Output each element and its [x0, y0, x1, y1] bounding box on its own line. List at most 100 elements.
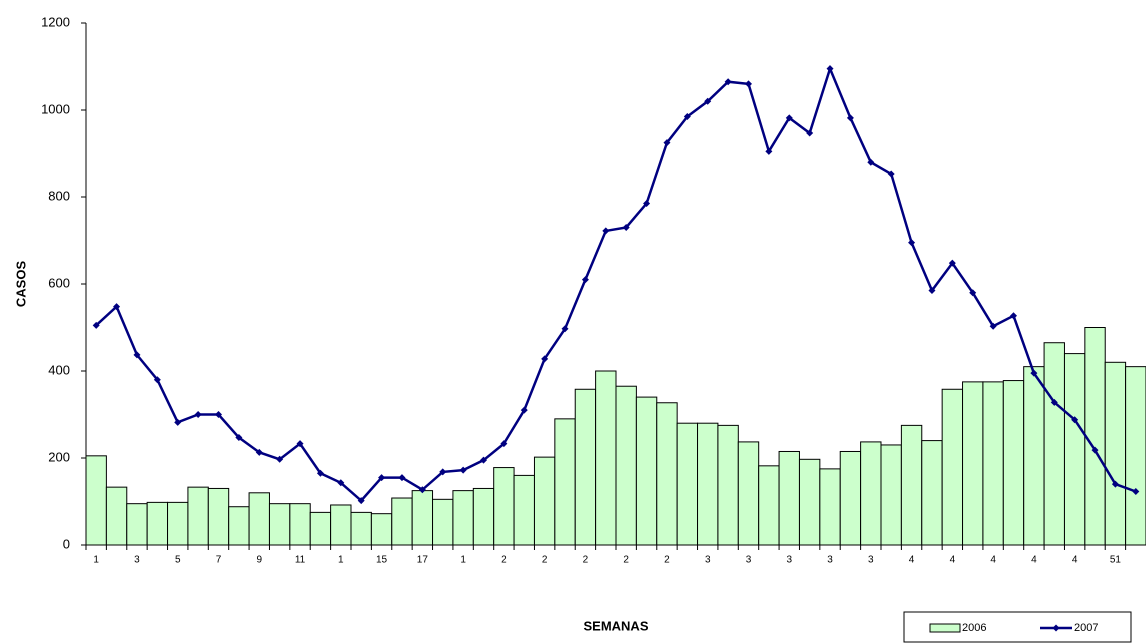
point-marker	[908, 239, 916, 247]
point-marker	[948, 259, 956, 267]
line	[95, 65, 1137, 503]
bar	[1063, 353, 1086, 546]
point-marker	[989, 322, 997, 330]
bar	[105, 486, 128, 546]
bar	[309, 511, 332, 546]
x-tick-label: 17	[417, 555, 429, 566]
bar	[289, 503, 311, 546]
legend-label: 2006	[962, 622, 986, 634]
point-marker	[1071, 416, 1079, 424]
point-marker	[867, 158, 875, 166]
point-marker	[1050, 398, 1058, 406]
point-marker	[622, 223, 630, 231]
point-marker	[378, 474, 386, 482]
point-marker	[398, 474, 406, 482]
point-marker	[846, 114, 854, 122]
point-marker	[561, 325, 569, 333]
bar	[493, 467, 515, 546]
y-tick-label: 200	[48, 449, 70, 464]
point-marker	[92, 321, 100, 329]
x-tick-label: 1	[338, 555, 344, 566]
y-tick-label: 0	[63, 536, 70, 551]
legend-marker	[1052, 624, 1060, 632]
bar	[187, 486, 209, 546]
point-marker	[765, 147, 773, 155]
x-tick-label: 4	[990, 555, 996, 566]
x-tick-label: 9	[256, 555, 262, 566]
bar	[839, 450, 862, 546]
point-marker	[806, 129, 814, 137]
bar	[697, 422, 719, 546]
x-tick-label: 3	[134, 555, 140, 566]
bar	[370, 513, 393, 546]
point-marker	[418, 486, 426, 494]
point-marker	[500, 440, 508, 448]
bar	[921, 440, 943, 546]
point-marker	[459, 466, 467, 474]
x-tick-label: 2	[583, 555, 589, 566]
point-marker	[602, 227, 610, 235]
bar	[554, 418, 576, 546]
bar	[717, 424, 739, 546]
legend-swatch	[929, 623, 961, 633]
point-marker	[1132, 487, 1140, 495]
y-tick-label: 1000	[41, 101, 70, 116]
point-marker	[663, 139, 671, 147]
bar	[1023, 366, 1045, 546]
point-marker	[541, 355, 549, 363]
point-marker	[357, 497, 365, 505]
bar	[432, 498, 454, 546]
bar	[1104, 361, 1127, 546]
point-marker	[887, 170, 895, 178]
bar	[452, 490, 474, 546]
bar	[635, 396, 658, 546]
bar	[513, 474, 535, 546]
point-marker	[1030, 369, 1038, 377]
bar	[595, 370, 617, 546]
bar	[656, 402, 678, 546]
bar	[411, 490, 434, 546]
point-marker	[643, 200, 651, 208]
point-marker	[704, 97, 712, 105]
x-tick-label: 2	[664, 555, 670, 566]
x-tick-label: 3	[786, 555, 792, 566]
point-marker	[1010, 312, 1017, 320]
point-marker	[153, 376, 161, 384]
bar	[798, 458, 821, 546]
x-tick-label: 3	[705, 555, 711, 566]
bar	[737, 441, 760, 546]
bar	[167, 501, 189, 546]
x-tick-label: 4	[909, 555, 915, 566]
point-marker	[296, 440, 304, 448]
x-tick-label: 15	[376, 555, 388, 566]
y-tick-label: 800	[48, 188, 70, 203]
bar	[900, 424, 923, 546]
point-marker	[745, 80, 752, 88]
point-marker	[683, 113, 691, 121]
bar	[819, 468, 841, 546]
bar	[391, 497, 413, 546]
x-tick-label: 3	[868, 555, 874, 566]
bar	[1043, 342, 1065, 546]
point-marker	[337, 479, 345, 487]
x-tick-label: 1	[460, 555, 466, 566]
point-marker	[480, 456, 487, 464]
bar	[860, 441, 882, 546]
bar	[941, 388, 964, 546]
bar	[880, 444, 902, 546]
x-tick-label: 1	[93, 555, 99, 566]
x-tick-label: 2	[623, 555, 629, 566]
bar	[1125, 366, 1146, 546]
x-tick-label: 51	[1110, 555, 1122, 566]
bar	[472, 487, 495, 546]
point-marker	[276, 455, 284, 463]
x-tick-label: 11	[295, 555, 306, 566]
point-marker	[113, 303, 121, 311]
point-marker	[194, 411, 202, 418]
point-marker	[520, 406, 528, 414]
bar	[962, 381, 984, 546]
bar	[615, 385, 637, 546]
y-tick-label: 600	[48, 275, 70, 290]
bar	[574, 388, 597, 546]
